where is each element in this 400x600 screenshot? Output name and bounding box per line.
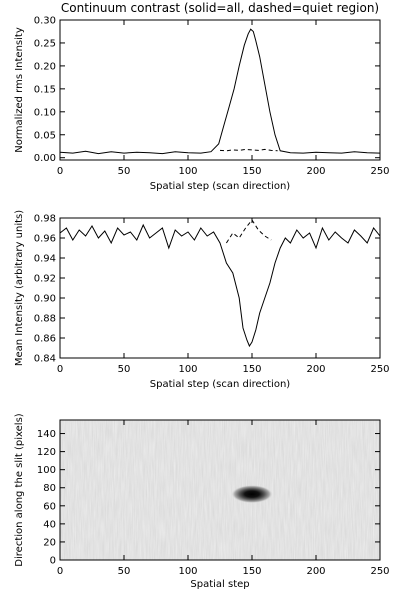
y-tick-label: 80	[43, 483, 56, 494]
contrast-panel: Continuum contrast (solid=all, dashed=qu…	[14, 1, 390, 192]
x-tick-label: 250	[370, 166, 389, 177]
plot-frame	[59, 19, 381, 161]
axis-ticks: 0 50 100 150 200 250 0.00 0.05 0.10 0.15 0.20 0.25 0…	[34, 16, 390, 178]
y-tick-label: 0.25	[34, 38, 56, 49]
x-tick-label: 0	[57, 166, 63, 177]
x-tick-label: 0	[57, 566, 63, 577]
y-tick-label: 0.88	[34, 314, 56, 325]
y-tick-label: 0.90	[34, 294, 56, 305]
y-tick-label: 0.86	[34, 334, 56, 345]
y-axis-label: Direction along the slit (pixels)	[14, 413, 25, 566]
solid-series-line	[59, 28, 381, 155]
y-tick-label: 140	[37, 429, 56, 440]
y-tick-label: 40	[43, 519, 56, 530]
chart-title: Continuum contrast (solid=all, dashed=qu…	[61, 1, 379, 15]
y-tick-label: 0.00	[34, 153, 56, 164]
y-tick-label: 120	[37, 447, 56, 458]
y-axis-label: Normalized rms Intensity	[14, 27, 25, 153]
dashed-series-line	[219, 148, 278, 152]
y-tick-label: 0.96	[34, 234, 56, 245]
plot-frame	[59, 217, 381, 359]
dashed-series-line	[225, 219, 272, 244]
solid-series-line	[59, 223, 381, 348]
x-tick-label: 50	[118, 566, 131, 577]
plot-frame	[59, 419, 381, 561]
y-axis-label: Mean Intensity (arbitrary units)	[14, 210, 25, 366]
y-tick-label: 0.84	[34, 354, 56, 365]
image-grain	[60, 420, 380, 560]
x-tick-label: 0	[57, 364, 63, 375]
y-tick-label: 60	[43, 501, 56, 512]
slit-image-panel: 0 50 100 150 200 250 0 20 40 60 80 100 120 140 Spatia…	[14, 413, 390, 590]
y-tick-label: 0.10	[34, 107, 56, 118]
x-tick-label: 100	[178, 364, 197, 375]
x-tick-label: 200	[306, 364, 325, 375]
x-tick-label: 200	[306, 566, 325, 577]
y-tick-label: 0.05	[34, 130, 56, 141]
y-tick-label: 0	[50, 556, 56, 567]
x-tick-label: 250	[370, 566, 389, 577]
x-tick-label: 150	[242, 166, 261, 177]
y-tick-label: 0.15	[34, 84, 56, 95]
y-tick-label: 0.92	[34, 274, 56, 285]
x-tick-label: 150	[242, 566, 261, 577]
data-lines	[59, 219, 381, 348]
y-tick-label: 20	[43, 537, 56, 548]
dark-spot	[231, 485, 273, 504]
y-tick-label: 100	[37, 465, 56, 476]
x-axis-label: Spatial step (scan direction)	[150, 379, 290, 390]
mean-intensity-panel: 0 50 100 150 200 250 0.84 0.86 0.88 0.90 0.92 0.94 0…	[14, 210, 390, 390]
y-tick-label: 0.94	[34, 254, 56, 265]
y-tick-label: 0.98	[34, 214, 56, 225]
data-lines	[59, 28, 381, 155]
axis-ticks: 0 50 100 150 200 250 0 20 40 60 80 100 120 140	[37, 420, 390, 577]
x-tick-label: 100	[178, 566, 197, 577]
y-tick-label: 0.20	[34, 61, 56, 72]
x-tick-label: 50	[118, 166, 131, 177]
x-axis-label: Spatial step	[190, 579, 249, 590]
x-tick-label: 150	[242, 364, 261, 375]
x-tick-label: 200	[306, 166, 325, 177]
x-tick-label: 250	[370, 364, 389, 375]
x-tick-label: 50	[118, 364, 131, 375]
y-tick-label: 0.30	[34, 16, 56, 27]
x-tick-label: 100	[178, 166, 197, 177]
x-axis-label: Spatial step (scan direction)	[150, 181, 290, 192]
axis-ticks: 0 50 100 150 200 250 0.84 0.86 0.88 0.90 0.92 0.94 0…	[34, 214, 390, 376]
